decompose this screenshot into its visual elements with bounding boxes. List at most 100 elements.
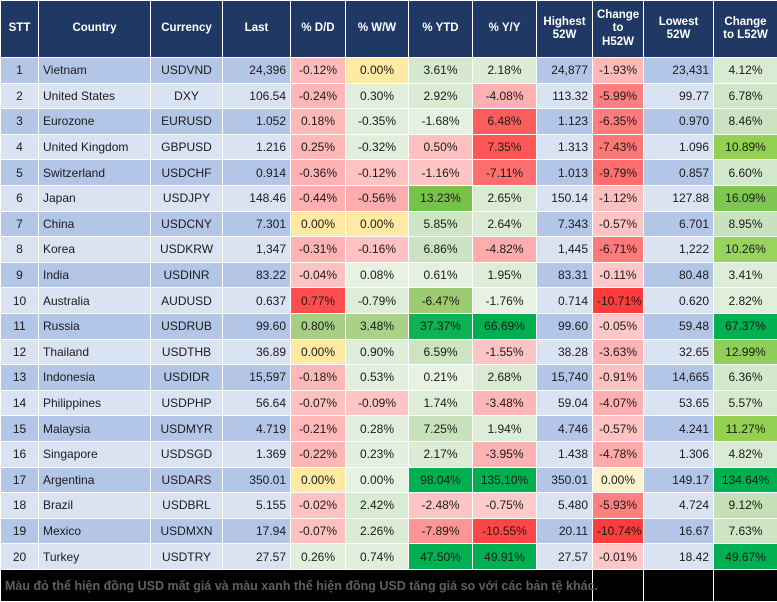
cell-pct-ytd: 37.37% bbox=[408, 312, 473, 340]
col-header-y-y: % Y/Y bbox=[472, 0, 537, 58]
cell-pct-ytd: 0.61% bbox=[408, 261, 473, 289]
cell-change-to-h52w: -3.63% bbox=[592, 338, 644, 366]
cell-change-to-h52w: -1.93% bbox=[592, 57, 644, 84]
cell-last: 17.94 bbox=[222, 517, 291, 545]
cell-change-to-l52w: 6.60% bbox=[713, 159, 777, 186]
col-header-d-d: % D/D bbox=[290, 0, 346, 58]
cell-stt: 19 bbox=[0, 517, 39, 545]
cell-pct-ytd: 0.50% bbox=[408, 133, 473, 161]
cell-pct-ww: -0.56% bbox=[345, 184, 409, 212]
table-row-usdsgd: 16 Singapore USDSGD 1.369 -0.22% 0.23% 2.17% -3… bbox=[0, 440, 777, 468]
header-row: STT Country Currency Last% D/D% W/W% YTD% Y… bbox=[0, 0, 777, 58]
cell-currency: USDRUB bbox=[150, 312, 223, 340]
cell-stt: 4 bbox=[0, 133, 39, 161]
cell-pct-ytd: 0.21% bbox=[408, 364, 473, 391]
cell-country: United States bbox=[38, 82, 151, 110]
cell-currency: USDCNY bbox=[150, 210, 223, 238]
cell-highest-52w: 150.14 bbox=[536, 184, 593, 212]
cell-lowest-52w: 149.17 bbox=[643, 466, 714, 494]
cell-pct-dd: -0.22% bbox=[290, 440, 346, 468]
cell-stt: 15 bbox=[0, 415, 39, 442]
cell-stt: 13 bbox=[0, 364, 39, 391]
cell-lowest-52w: 4.724 bbox=[643, 492, 714, 519]
cell-stt: 20 bbox=[0, 543, 39, 570]
cell-pct-ytd: 6.86% bbox=[408, 236, 473, 263]
cell-change-to-l52w: 2.82% bbox=[713, 287, 777, 314]
cell-country: Malaysia bbox=[38, 415, 151, 442]
cell-currency: USDKRW bbox=[150, 236, 223, 263]
table-row-usdchf: 5 Switzerland USDCHF 0.914 -0.36% -0.12% -1.16… bbox=[0, 159, 777, 186]
cell-pct-yy: 2.65% bbox=[472, 184, 537, 212]
cell-lowest-52w: 0.857 bbox=[643, 159, 714, 186]
cell-change-to-h52w: -4.78% bbox=[592, 440, 644, 468]
cell-pct-ww: 0.00% bbox=[345, 57, 409, 84]
cell-currency: USDMXN bbox=[150, 517, 223, 545]
cell-pct-ytd: 2.92% bbox=[408, 82, 473, 110]
cell-pct-dd: -0.07% bbox=[290, 389, 346, 417]
cell-last: 148.46 bbox=[222, 184, 291, 212]
cell-change-to-l52w: 8.95% bbox=[713, 210, 777, 238]
cell-highest-52w: 0.714 bbox=[536, 287, 593, 314]
cell-last: 56.64 bbox=[222, 389, 291, 417]
cell-currency: USDVND bbox=[150, 57, 223, 84]
cell-last: 15,597 bbox=[222, 364, 291, 391]
cell-pct-ytd: 1.74% bbox=[408, 389, 473, 417]
cell-last: 0.914 bbox=[222, 159, 291, 186]
cell-change-to-h52w: 0.00% bbox=[592, 466, 644, 494]
cell-pct-ytd: 47.50% bbox=[408, 543, 473, 570]
col-header-highest-52w: Highest 52W bbox=[536, 0, 593, 58]
col-header-change-to-l52w: Change to L52W bbox=[713, 0, 777, 58]
cell-stt: 1 bbox=[0, 57, 39, 84]
cell-pct-yy: -1.55% bbox=[472, 338, 537, 366]
cell-pct-ww: -0.79% bbox=[345, 287, 409, 314]
cell-stt: 7 bbox=[0, 210, 39, 238]
table-row-audusd: 10 Australia AUDUSD 0.637 0.77% -0.79% -6.47% -… bbox=[0, 287, 777, 314]
cell-lowest-52w: 99.77 bbox=[643, 82, 714, 110]
cell-stt: 16 bbox=[0, 440, 39, 468]
cell-pct-dd: 0.25% bbox=[290, 133, 346, 161]
col-header-w-w: % W/W bbox=[345, 0, 409, 58]
cell-pct-ww: 2.42% bbox=[345, 492, 409, 519]
cell-pct-dd: -0.07% bbox=[290, 517, 346, 545]
cell-pct-yy: 7.35% bbox=[472, 133, 537, 161]
cell-currency: USDINR bbox=[150, 261, 223, 289]
cell-lowest-52w: 6.701 bbox=[643, 210, 714, 238]
cell-lowest-52w: 53.65 bbox=[643, 389, 714, 417]
cell-pct-yy: 2.68% bbox=[472, 364, 537, 391]
cell-lowest-52w: 1,222 bbox=[643, 236, 714, 263]
cell-change-to-l52w: 134.64% bbox=[713, 466, 777, 494]
cell-lowest-52w: 1.306 bbox=[643, 440, 714, 468]
cell-lowest-52w: 16.67 bbox=[643, 517, 714, 545]
table-header: STT Country Currency Last% D/D% W/W% YTD% Y… bbox=[0, 0, 777, 58]
cell-stt: 3 bbox=[0, 108, 39, 135]
table-row-usdbrl: 18 Brazil USDBRL 5.155 -0.02% 2.42% -2.48% -0.7… bbox=[0, 492, 777, 519]
cell-country: Singapore bbox=[38, 440, 151, 468]
cell-pct-ww: -0.32% bbox=[345, 133, 409, 161]
cell-country: Thailand bbox=[38, 338, 151, 366]
cell-change-to-l52w: 12.99% bbox=[713, 338, 777, 366]
cell-pct-dd: -0.24% bbox=[290, 82, 346, 110]
cell-pct-yy: 66.69% bbox=[472, 312, 537, 340]
cell-pct-dd: 0.00% bbox=[290, 210, 346, 238]
cell-last: 1.052 bbox=[222, 108, 291, 135]
cell-currency: USDCHF bbox=[150, 159, 223, 186]
cell-change-to-l52w: 3.41% bbox=[713, 261, 777, 289]
cell-pct-yy: -1.76% bbox=[472, 287, 537, 314]
cell-stt: 14 bbox=[0, 389, 39, 417]
cell-highest-52w: 1.013 bbox=[536, 159, 593, 186]
cell-change-to-l52w: 10.26% bbox=[713, 236, 777, 263]
cell-pct-ww: 0.00% bbox=[345, 210, 409, 238]
cell-pct-yy: 1.94% bbox=[472, 415, 537, 442]
cell-highest-52w: 27.57 bbox=[536, 543, 593, 570]
cell-change-to-h52w: -4.07% bbox=[592, 389, 644, 417]
cell-lowest-52w: 32.65 bbox=[643, 338, 714, 366]
cell-last: 5.155 bbox=[222, 492, 291, 519]
cell-country: Vietnam bbox=[38, 57, 151, 84]
col-header-change-to-h52w: Change to H52W bbox=[592, 0, 644, 58]
table-footer: Màu đỏ thể hiện đồng USD mất giá và màu … bbox=[0, 569, 777, 602]
cell-pct-ytd: -2.48% bbox=[408, 492, 473, 519]
cell-pct-dd: -0.18% bbox=[290, 364, 346, 391]
cell-change-to-l52w: 9.12% bbox=[713, 492, 777, 519]
table-row-usdinr: 9 India USDINR 83.22 -0.04% 0.08% 0.61% 1.95% 83… bbox=[0, 261, 777, 289]
